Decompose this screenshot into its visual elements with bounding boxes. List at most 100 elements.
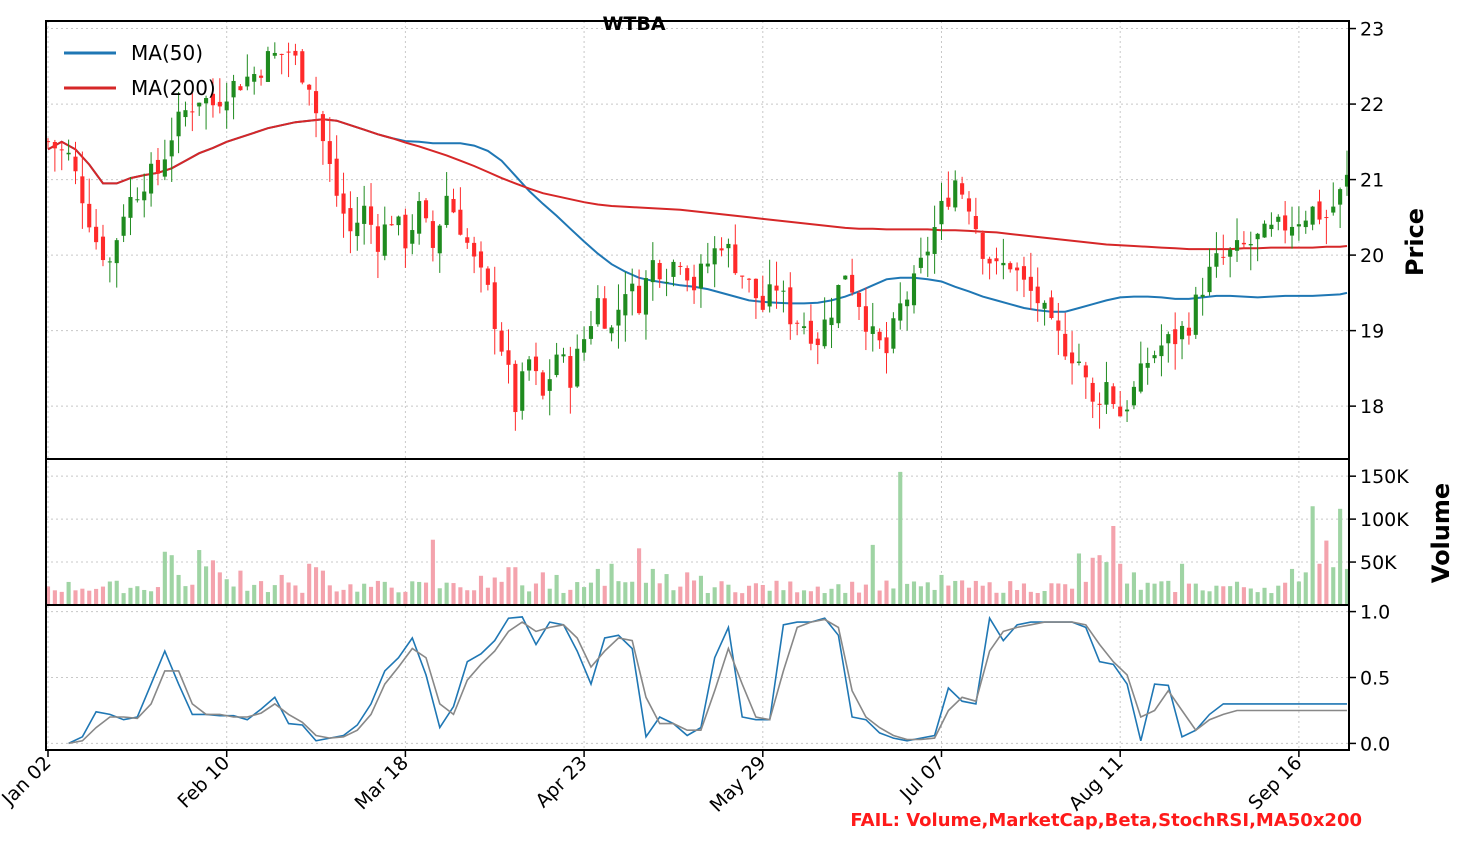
candle-body: [843, 275, 848, 280]
candle-body: [162, 159, 167, 177]
candle-body: [183, 110, 188, 118]
volume-bar: [1276, 585, 1281, 605]
candle-body: [1021, 266, 1027, 280]
candle-body: [925, 251, 930, 256]
candle-body: [286, 51, 291, 53]
candle-body: [595, 298, 600, 325]
x-tick-label: Apr 23: [531, 752, 591, 812]
volume-bar: [327, 585, 332, 605]
volume-bar: [149, 591, 154, 605]
candle-body: [1083, 365, 1088, 378]
volume-bar: [238, 570, 243, 605]
candle-body: [898, 303, 903, 321]
candle-body: [568, 356, 573, 388]
candle-body: [953, 180, 958, 208]
candle-body: [59, 149, 64, 151]
volume-bar: [1214, 585, 1219, 605]
volume-bar: [169, 555, 174, 605]
x-tick-label: Feb 10: [174, 752, 235, 813]
volume-bar: [458, 587, 463, 605]
candle-body: [313, 91, 319, 114]
stoch-k-line: [68, 615, 1347, 745]
volume-bar: [1324, 540, 1329, 605]
volume-bar: [856, 592, 862, 605]
volume-bar: [87, 590, 92, 605]
stoch-tick-label: 0.5: [1360, 668, 1390, 690]
candle-body: [1310, 206, 1315, 225]
volume-axis-title: Volume: [1427, 483, 1455, 583]
candle-body: [121, 216, 126, 236]
candle-body: [547, 379, 552, 391]
volume-bar: [1015, 590, 1020, 605]
candle-body: [856, 292, 862, 307]
candle-body: [1193, 294, 1198, 335]
chart-title: WTBA: [602, 13, 665, 35]
candle-body: [1076, 361, 1082, 363]
candle-body: [204, 98, 209, 104]
stoch-d-line: [68, 618, 1347, 745]
volume-bar: [905, 583, 910, 605]
volume-bar: [1248, 588, 1253, 605]
candle-body: [650, 260, 655, 283]
candle-body: [142, 191, 147, 201]
volume-bar: [478, 575, 484, 605]
candle-body: [444, 195, 449, 225]
volume-bar: [430, 539, 435, 605]
volume-bar: [884, 580, 889, 605]
candle-body: [362, 205, 367, 224]
candle-body: [1159, 345, 1164, 357]
candle-body: [746, 278, 752, 280]
volume-bar: [94, 588, 99, 605]
volume-bar: [265, 592, 270, 605]
candle-body: [375, 226, 380, 252]
volume-bar: [1207, 591, 1212, 605]
volume-bar: [472, 590, 477, 605]
volume-bar: [1262, 587, 1267, 605]
candle-body: [1241, 242, 1246, 245]
candle-body: [753, 278, 758, 299]
volume-bar: [100, 586, 106, 605]
candle-body: [417, 201, 422, 234]
volume-bar: [245, 590, 250, 605]
candle-body: [423, 200, 429, 219]
candle-body: [822, 319, 827, 347]
volume-tick-label: 50K: [1360, 552, 1397, 574]
candle-body: [389, 224, 394, 226]
volume-bar: [417, 581, 422, 605]
candle-body: [259, 75, 264, 78]
volume-bar: [1138, 589, 1143, 605]
volume-bar: [506, 567, 511, 605]
volume-bar: [1028, 591, 1033, 605]
volume-bar: [719, 581, 724, 605]
volume-bar: [815, 586, 820, 605]
volume-bar: [375, 580, 380, 605]
candle-body: [1138, 363, 1143, 392]
x-tick-label: Mar 18: [351, 752, 413, 814]
volume-bar: [1159, 581, 1164, 605]
stoch-tick-label: 0.0: [1360, 733, 1390, 755]
volume-bar: [204, 566, 209, 605]
volume-bar: [582, 587, 587, 605]
candle-body: [808, 320, 813, 344]
candle-body: [190, 111, 195, 113]
volume-bar: [437, 588, 442, 605]
volume-bar: [80, 588, 85, 605]
volume-bar: [547, 588, 552, 605]
volume-bar: [1131, 572, 1136, 605]
volume-bar: [1056, 583, 1061, 605]
volume-bar: [843, 592, 848, 605]
volume-bar: [348, 584, 353, 605]
candle-body: [946, 197, 951, 207]
volume-bar: [410, 581, 415, 605]
volume-bar: [602, 585, 607, 605]
candle-body: [1070, 352, 1075, 364]
candle-body: [176, 111, 181, 137]
candle-body: [348, 208, 353, 232]
volume-bar: [382, 581, 387, 605]
volume-bar: [994, 592, 999, 605]
volume-bar: [1303, 572, 1308, 605]
volume-bar: [877, 590, 882, 605]
volume-bar: [1344, 568, 1350, 605]
candle-body: [1125, 409, 1130, 412]
volume-bar: [1283, 582, 1288, 605]
